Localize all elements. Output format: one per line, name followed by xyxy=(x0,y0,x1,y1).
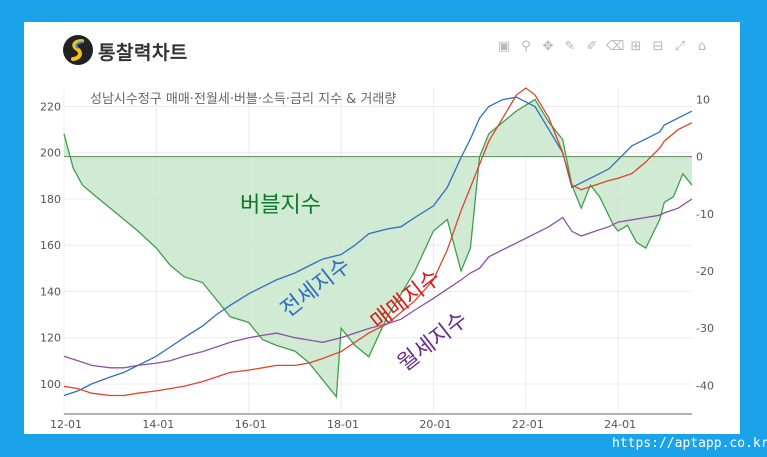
x-tick-label: 22-01 xyxy=(512,418,544,431)
bubble-area xyxy=(64,99,692,397)
y-right-tick-label: 10 xyxy=(696,93,710,106)
draw-open-path-icon[interactable]: ✐ xyxy=(586,39,598,54)
y-left-tick-label: 100 xyxy=(40,378,61,391)
annotation-0: 버블지수 xyxy=(240,193,321,218)
x-tick-label: 18-01 xyxy=(327,418,359,431)
x-tick-label: 14-01 xyxy=(142,418,174,431)
erase-shape-icon[interactable]: ⌫ xyxy=(606,39,625,54)
chart-title: 성남시수정구 매매·전월세·버블·소득·금리 지수 & 거래량 xyxy=(90,92,396,107)
zoom-out-icon[interactable]: ⊟ xyxy=(652,39,664,54)
y-left-tick-label: 180 xyxy=(40,193,61,206)
y-left-tick-label: 120 xyxy=(40,332,61,345)
camera-icon[interactable]: ▣ xyxy=(497,39,511,54)
annotation-3: 월세지수 xyxy=(393,307,472,377)
zoom-in-icon[interactable]: ⊞ xyxy=(630,39,642,54)
x-tick-label: 16-01 xyxy=(235,418,267,431)
jeonse-line xyxy=(63,96,693,397)
y-left-tick-label: 160 xyxy=(40,239,61,252)
x-tick-label: 24-01 xyxy=(604,418,636,431)
y-left-tick-label: 220 xyxy=(40,100,61,113)
footer-url[interactable]: https://aptapp.co.kr xyxy=(612,436,767,451)
x-tick-label: 12-01 xyxy=(50,418,82,431)
y-right-tick-label: -40 xyxy=(696,379,714,392)
zoom-icon[interactable]: ⚲ xyxy=(521,39,531,54)
y-left-tick-label: 140 xyxy=(40,285,61,298)
bubble-line xyxy=(63,98,693,399)
chart-toolbar: ▣ ⚲ ✥ ✎ ✐ ⌫ ⊞ ⊟ ⤢ ⌂ xyxy=(496,39,710,57)
y-right-tick-label: -10 xyxy=(696,208,714,221)
home-icon[interactable]: ⌂ xyxy=(697,39,707,54)
y-right-tick-label: -30 xyxy=(696,322,714,335)
y-left-tick-label: 200 xyxy=(40,147,61,160)
wolse-line xyxy=(63,198,693,369)
pan-icon[interactable]: ✥ xyxy=(542,39,554,54)
x-tick-label: 20-01 xyxy=(419,418,451,431)
draw-line-icon[interactable]: ✎ xyxy=(564,39,576,54)
app-logo-icon xyxy=(63,35,93,65)
y-right-tick-label: -20 xyxy=(696,265,714,278)
y-right-tick-label: 0 xyxy=(696,151,703,164)
app-title: 통찰력차트 xyxy=(98,42,188,64)
autoscale-icon[interactable]: ⤢ xyxy=(674,39,686,54)
maemae-line xyxy=(63,87,693,397)
